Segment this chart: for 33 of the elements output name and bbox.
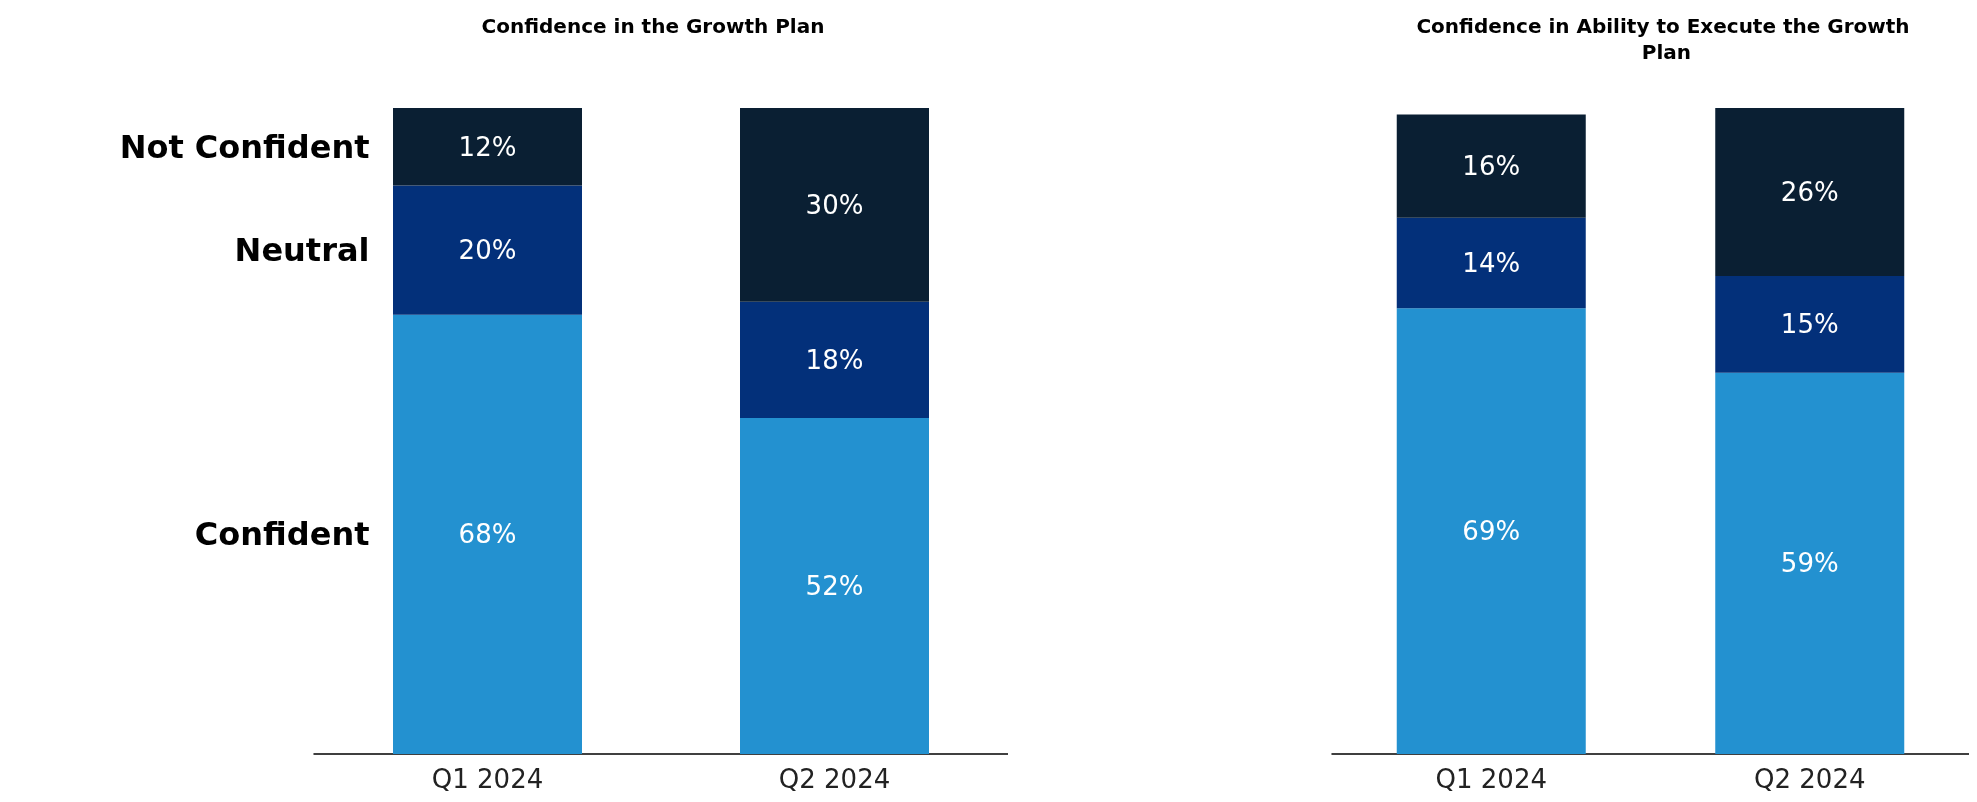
bar <box>1396 308 1586 754</box>
series-label: Neutral <box>234 231 370 270</box>
data-label: 14% <box>1462 248 1521 279</box>
data-label: 20% <box>458 235 517 266</box>
bar <box>393 314 582 754</box>
chart-title: Confidence in Ability to Execute the Growth Plan <box>1416 14 1910 64</box>
bar <box>1396 217 1586 309</box>
data-label: 12% <box>458 131 517 162</box>
data-label: 68% <box>458 519 517 550</box>
data-label: 52% <box>805 571 864 602</box>
bar <box>393 185 582 315</box>
bar <box>1715 275 1905 373</box>
x-tick-label: Q1 2024 <box>1435 764 1547 794</box>
data-label: 16% <box>1462 151 1521 182</box>
bar <box>740 108 929 302</box>
chart-title: Confidence in the Growth Plan <box>481 14 825 38</box>
data-label: 30% <box>805 189 864 220</box>
bar <box>393 108 582 186</box>
bar <box>740 301 929 419</box>
bar <box>740 418 929 754</box>
data-label: 18% <box>805 344 864 375</box>
series-label: Not Confident <box>119 127 370 166</box>
data-label: 69% <box>1462 516 1521 547</box>
data-label: 59% <box>1780 548 1839 579</box>
data-label: 15% <box>1780 309 1839 340</box>
bar <box>1396 114 1586 218</box>
bar <box>1715 372 1905 754</box>
bar <box>1715 108 1905 276</box>
x-tick-label: Q1 2024 <box>431 764 544 794</box>
x-tick-label: Q2 2024 <box>778 764 891 794</box>
x-tick-label: Q2 2024 <box>1754 764 1866 794</box>
data-label: 26% <box>1780 176 1839 207</box>
series-label: Confident <box>194 515 370 554</box>
